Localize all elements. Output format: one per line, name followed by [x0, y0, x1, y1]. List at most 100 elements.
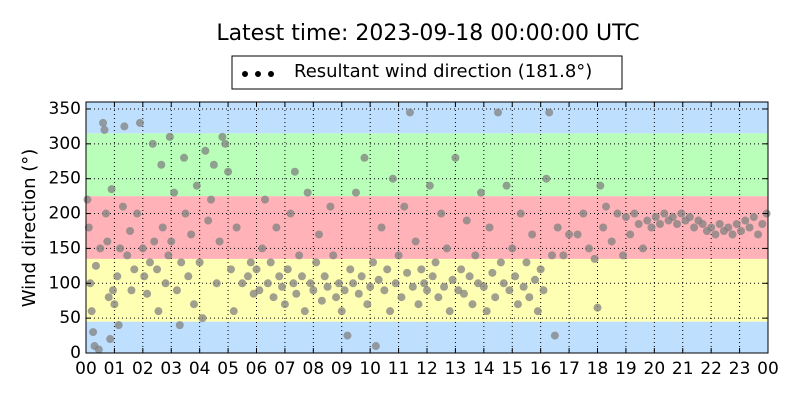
data-point [749, 213, 758, 222]
data-point [423, 286, 431, 295]
data-point [431, 258, 440, 267]
data-point [485, 223, 494, 232]
data-point [246, 258, 255, 267]
data-point [476, 188, 485, 197]
data-point [724, 223, 733, 232]
data-point [192, 181, 201, 190]
x-tick-label: 05 [217, 359, 239, 379]
data-point [332, 293, 341, 302]
data-point [278, 282, 287, 291]
data-point [263, 279, 272, 288]
data-point [369, 258, 378, 267]
data-point [207, 195, 216, 204]
data-point [488, 268, 497, 277]
y-tick-label: 100 [49, 273, 81, 293]
data-point [479, 282, 488, 291]
data-point [539, 286, 548, 295]
plot-frame [85, 101, 769, 354]
x-tick-label: 21 [672, 359, 694, 379]
x-tick-label: 12 [416, 359, 438, 379]
data-point [243, 272, 252, 281]
chart-title: Latest time: 2023-09-18 00:00:00 UTC [216, 21, 639, 46]
data-point [377, 223, 386, 232]
data-point [266, 258, 275, 267]
data-point [626, 230, 635, 239]
x-tick-label: 02 [132, 359, 154, 379]
data-point [354, 289, 363, 298]
data-point [758, 220, 767, 229]
band [86, 196, 768, 259]
data-point [290, 167, 299, 176]
data-point [96, 244, 105, 253]
x-tick-label: 11 [388, 359, 410, 379]
y-tick-label: 250 [49, 169, 81, 189]
data-point [533, 307, 542, 316]
data-point [184, 272, 193, 281]
y-tick-label: 50 [59, 308, 81, 328]
x-tick-label: 16 [530, 359, 552, 379]
data-point [181, 209, 190, 218]
data-point [118, 202, 127, 211]
y-tick-label: 300 [49, 134, 81, 154]
data-point [437, 209, 446, 218]
data-point [403, 268, 412, 277]
data-point [440, 282, 449, 291]
data-point [754, 230, 763, 239]
data-point [593, 303, 602, 312]
data-point [177, 258, 186, 267]
data-point [737, 226, 746, 235]
data-point [343, 331, 352, 340]
data-point [106, 335, 115, 344]
x-tick-label: 17 [558, 359, 580, 379]
x-tick-label: 14 [473, 359, 495, 379]
data-point [329, 251, 338, 260]
data-point [530, 275, 539, 284]
data-point [295, 251, 304, 260]
data-point [280, 300, 289, 309]
data-point [525, 293, 534, 302]
data-point [140, 272, 149, 281]
data-point [542, 174, 551, 183]
data-point [417, 265, 426, 274]
data-point [621, 213, 630, 222]
data-point [126, 226, 135, 235]
data-point [326, 202, 335, 211]
x-tick-label: 06 [246, 359, 268, 379]
data-point [83, 195, 92, 204]
data-point [283, 265, 292, 274]
data-point [153, 265, 162, 274]
data-point [337, 307, 346, 316]
data-point [394, 251, 403, 260]
data-point [204, 216, 213, 225]
data-point [110, 300, 119, 309]
data-point [349, 279, 358, 288]
data-point [101, 209, 110, 218]
data-point [360, 153, 369, 162]
data-point [732, 220, 741, 229]
data-point [315, 230, 324, 239]
data-point [522, 258, 531, 267]
data-point [685, 213, 694, 222]
data-point [209, 160, 218, 169]
data-point [448, 275, 457, 284]
data-point [465, 272, 474, 281]
legend-marker [242, 71, 248, 77]
bands [86, 102, 768, 353]
legend: Resultant wind direction (181.8°) [231, 55, 623, 90]
data-point [334, 279, 343, 288]
data-point [383, 265, 392, 274]
x-tick-label: 20 [644, 359, 666, 379]
legend-marker [255, 71, 261, 77]
data-point [619, 251, 628, 260]
data-point [107, 185, 116, 194]
data-point [741, 216, 750, 225]
x-tick-label: 01 [104, 359, 126, 379]
data-point [226, 265, 235, 274]
data-point [414, 300, 423, 309]
data-point [154, 307, 163, 316]
data-point [340, 286, 349, 295]
data-point [536, 265, 545, 274]
data-point [607, 237, 616, 246]
y-tick-label: 150 [49, 238, 81, 258]
data-point [408, 282, 417, 291]
